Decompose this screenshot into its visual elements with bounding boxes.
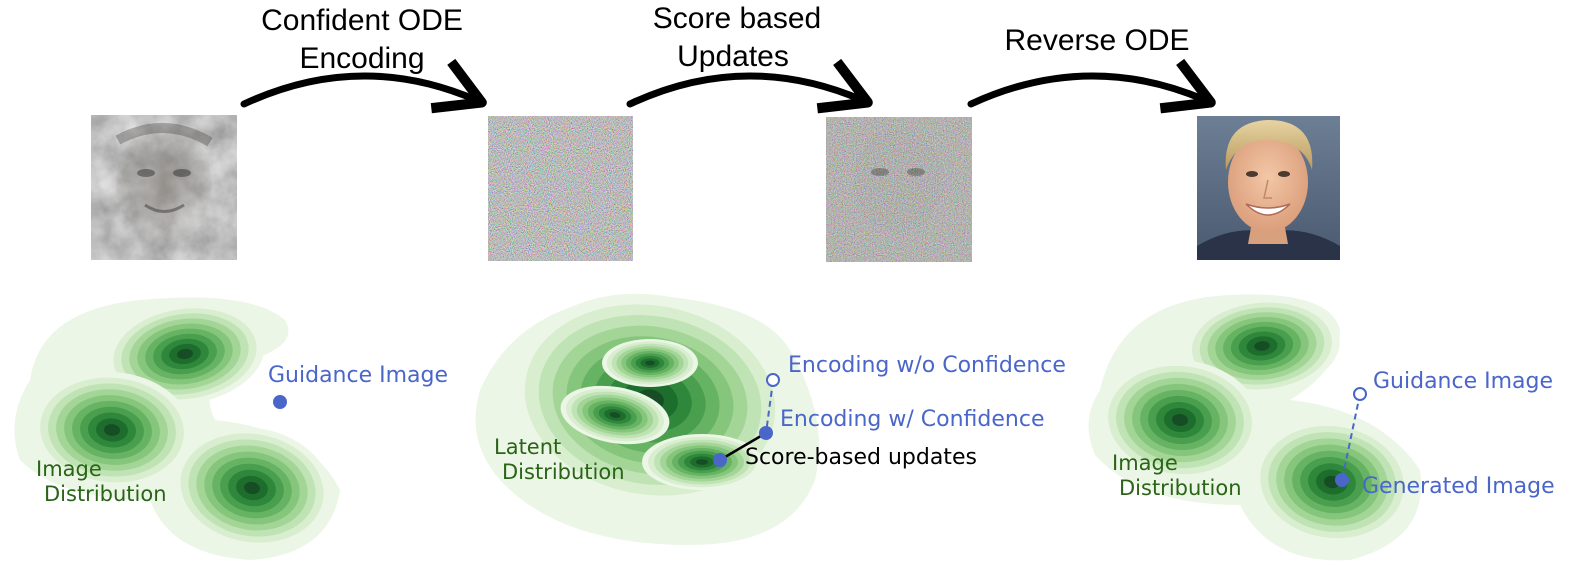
generated-point: [1335, 473, 1349, 487]
guidance-image-label-right: Guidance Image: [1373, 369, 1553, 394]
image-distribution-label-line1-right: Image: [1112, 451, 1178, 475]
latent-distribution-label-line2: Distribution: [502, 460, 625, 484]
arrow-reverse-ode: [971, 76, 1205, 104]
image-distribution-label-line2-right: Distribution: [1119, 476, 1242, 500]
encoding-with-confidence-point: [759, 426, 773, 440]
encoding-without-confidence-point: [767, 374, 779, 386]
guidance-point-right: [1354, 388, 1366, 400]
score-based-updates-label: Score-based updates: [745, 445, 977, 470]
encoding-without-confidence-label: Encoding w/o Confidence: [788, 353, 1066, 378]
step-2-label-line1: Score based: [653, 2, 821, 35]
updated-latent-image: [826, 117, 972, 262]
encoding-with-confidence-label: Encoding w/ Confidence: [780, 407, 1044, 432]
guidance-photo-image: [91, 115, 237, 260]
guidance-image-label-left: Guidance Image: [268, 363, 448, 388]
step-3-label-line1: Reverse ODE: [1004, 24, 1189, 57]
arrow-encoding: [244, 76, 476, 104]
middle-mode-top-contour-9: [645, 361, 655, 366]
latent-noise-image: [488, 116, 633, 261]
step-2-label-line2: Updates: [677, 40, 789, 73]
generated-distribution-density: [1089, 291, 1422, 560]
image-distribution-label-line2-left: Distribution: [44, 482, 167, 506]
guidance-point: [273, 395, 287, 409]
arrow-score-updates: [630, 76, 862, 104]
score-updated-point: [713, 453, 727, 467]
image-distribution-label-line1-left: Image: [36, 457, 102, 481]
generated-image-label: Generated Image: [1362, 474, 1555, 499]
latent-distribution-density: [476, 272, 820, 545]
middle-mode-bottom-contour-9: [696, 459, 708, 465]
step-1-label-line1: Confident ODE: [261, 4, 463, 37]
generated-photo-image: [1197, 116, 1340, 260]
latent-distribution-label-line1: Latent: [494, 435, 561, 459]
step-1-label-line2: Encoding: [299, 42, 424, 75]
image-distribution-density: [14, 293, 341, 561]
